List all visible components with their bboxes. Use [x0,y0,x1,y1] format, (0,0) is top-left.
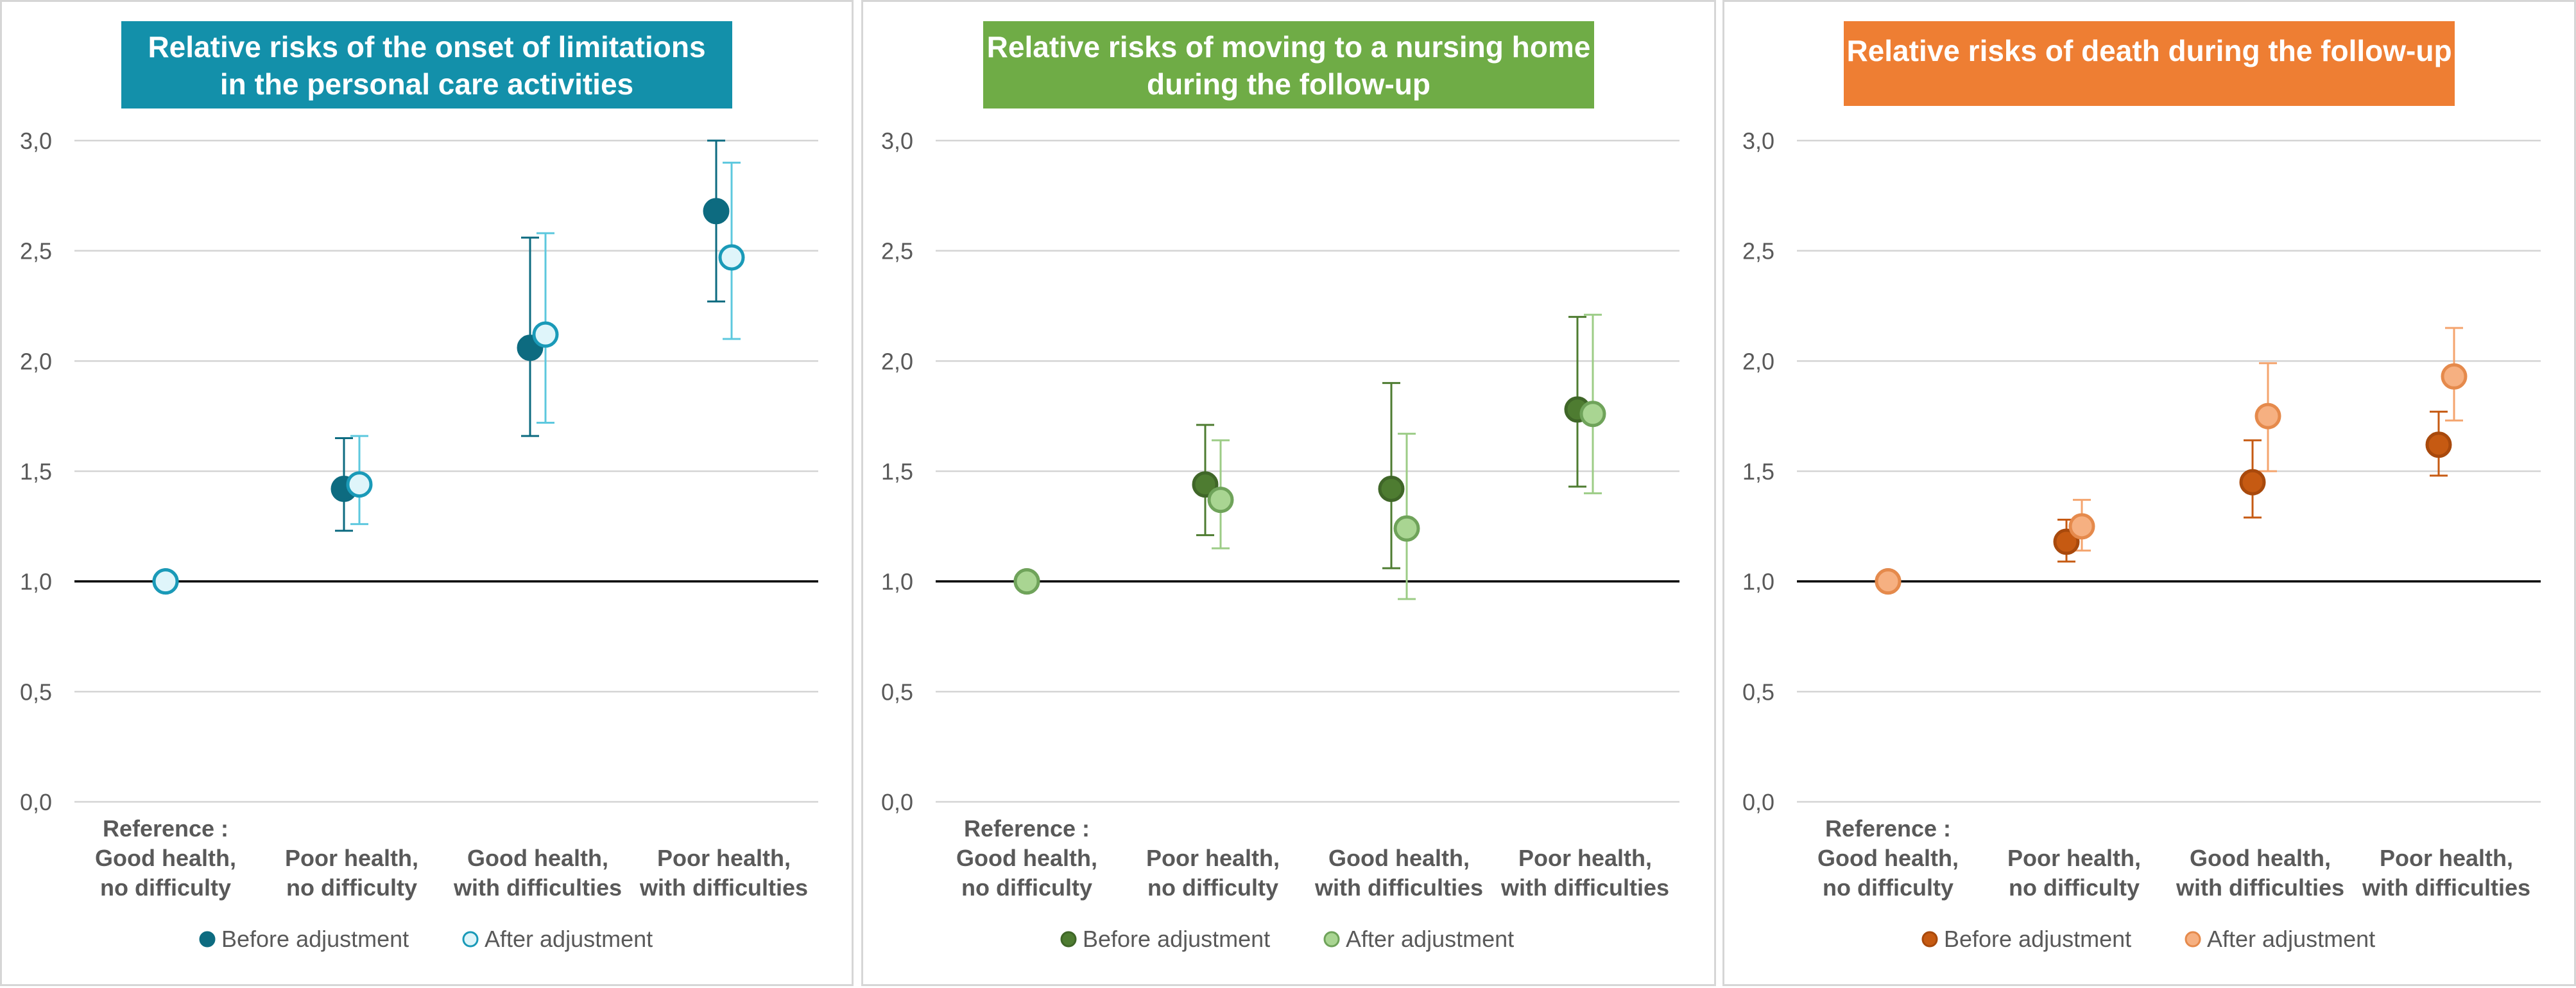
y-tick-label: 1,5 [20,458,52,485]
chart-title-box [121,21,732,108]
legend-label: After adjustment [2207,926,2375,952]
x-category-label: Reference : [103,815,228,842]
data-point [2425,431,2452,458]
x-category-label: with difficulties [2362,874,2530,901]
data-point [1207,487,1234,514]
x-category-label: with difficulties [1314,874,1483,901]
chart-title-box [1844,21,2455,106]
chart-title-line: in the personal care activities [220,67,633,101]
legend-label: Before adjustment [221,926,409,952]
x-category-label: Reference : [1825,815,1951,842]
legend-marker [1921,931,1938,948]
y-tick-label: 2,5 [881,238,913,264]
x-category-label: Poor health, [1518,845,1652,871]
x-category-label: no difficulty [100,874,231,901]
data-point [1013,568,1040,595]
chart-title-line: Relative risks of moving to a nursing ho… [987,30,1591,64]
legend-label: Before adjustment [1944,926,2131,952]
data-point [1579,401,1606,428]
x-category-label: Good health, [1817,845,1959,871]
y-tick-label: 1,5 [881,458,913,485]
data-point [2441,363,2468,390]
chart-title-box [983,21,1594,108]
x-category-label: no difficulty [1147,874,1278,901]
y-tick-label: 3,0 [20,128,52,154]
data-point [1875,568,1902,595]
x-category-label: with difficulties [1500,874,1669,901]
legend-marker [462,931,479,948]
y-tick-label: 1,0 [20,569,52,595]
chart-title-line: Relative risks of death during the follo… [1846,34,2451,67]
x-category-label: Good health, [1328,845,1470,871]
legend-marker [2185,931,2201,948]
legend-label: Before adjustment [1083,926,1270,952]
y-tick-label: 2,0 [881,348,913,374]
x-category-label: Good health, [467,845,608,871]
chart-svg: Relative risks of the onset of limitatio… [20,21,818,952]
data-point [2254,403,2281,429]
x-category-label: Good health, [956,845,1097,871]
data-point [703,198,730,225]
x-category-label: no difficulty [1823,874,1953,901]
x-category-label: Reference : [964,815,1090,842]
x-category-label: Poor health, [2380,845,2513,871]
chart-title-line: Relative risks of the onset of limitatio… [148,30,705,64]
x-category-label: no difficulty [961,874,1092,901]
chart-panel-limitations: Relative risks of the onset of limitatio… [0,0,854,986]
data-point [1378,475,1405,502]
data-point [1393,515,1420,542]
x-category-label: with difficulties [639,874,808,901]
y-tick-label: 2,5 [1742,238,1774,264]
chart-svg: Relative risks of death during the follo… [1742,21,2541,952]
y-tick-label: 2,5 [20,238,52,264]
data-point [152,568,179,595]
y-tick-label: 1,5 [1742,458,1774,485]
x-category-label: Poor health, [285,845,418,871]
y-tick-label: 0,0 [20,789,52,815]
x-category-label: Poor health, [1146,845,1280,871]
y-tick-label: 2,0 [20,348,52,374]
legend-label: After adjustment [1346,926,1514,952]
x-category-label: Poor health, [2007,845,2141,871]
legend-marker [1323,931,1340,948]
data-point [718,244,745,271]
data-point [2068,513,2095,540]
y-tick-label: 0,0 [881,789,913,815]
x-category-label: Good health, [2190,845,2331,871]
data-point [532,321,559,348]
legend-marker [1060,931,1077,948]
x-category-label: with difficulties [2176,874,2344,901]
data-point [1192,471,1219,498]
x-category-label: Poor health, [657,845,791,871]
y-tick-label: 1,0 [1742,569,1774,595]
y-tick-label: 3,0 [1742,128,1774,154]
legend-label: After adjustment [485,926,653,952]
y-tick-label: 1,0 [881,569,913,595]
x-category-label: with difficulties [453,874,622,901]
y-tick-label: 0,5 [1742,679,1774,705]
x-category-label: no difficulty [286,874,417,901]
chart-svg: Relative risks of moving to a nursing ho… [881,21,1679,952]
legend-marker [199,931,216,948]
chart-panel-death: Relative risks of death during the follo… [1722,0,2576,986]
y-tick-label: 2,0 [1742,348,1774,374]
data-point [2053,528,2080,555]
chart-panel-nursing-home: Relative risks of moving to a nursing ho… [861,0,1716,986]
x-category-label: Good health, [95,845,236,871]
data-point [2239,469,2266,496]
y-tick-label: 0,5 [20,679,52,705]
x-category-label: no difficulty [2009,874,2140,901]
y-tick-label: 3,0 [881,128,913,154]
y-tick-label: 0,0 [1742,789,1774,815]
chart-title-line: during the follow-up [1147,67,1430,101]
data-point [346,471,373,498]
y-tick-label: 0,5 [881,679,913,705]
